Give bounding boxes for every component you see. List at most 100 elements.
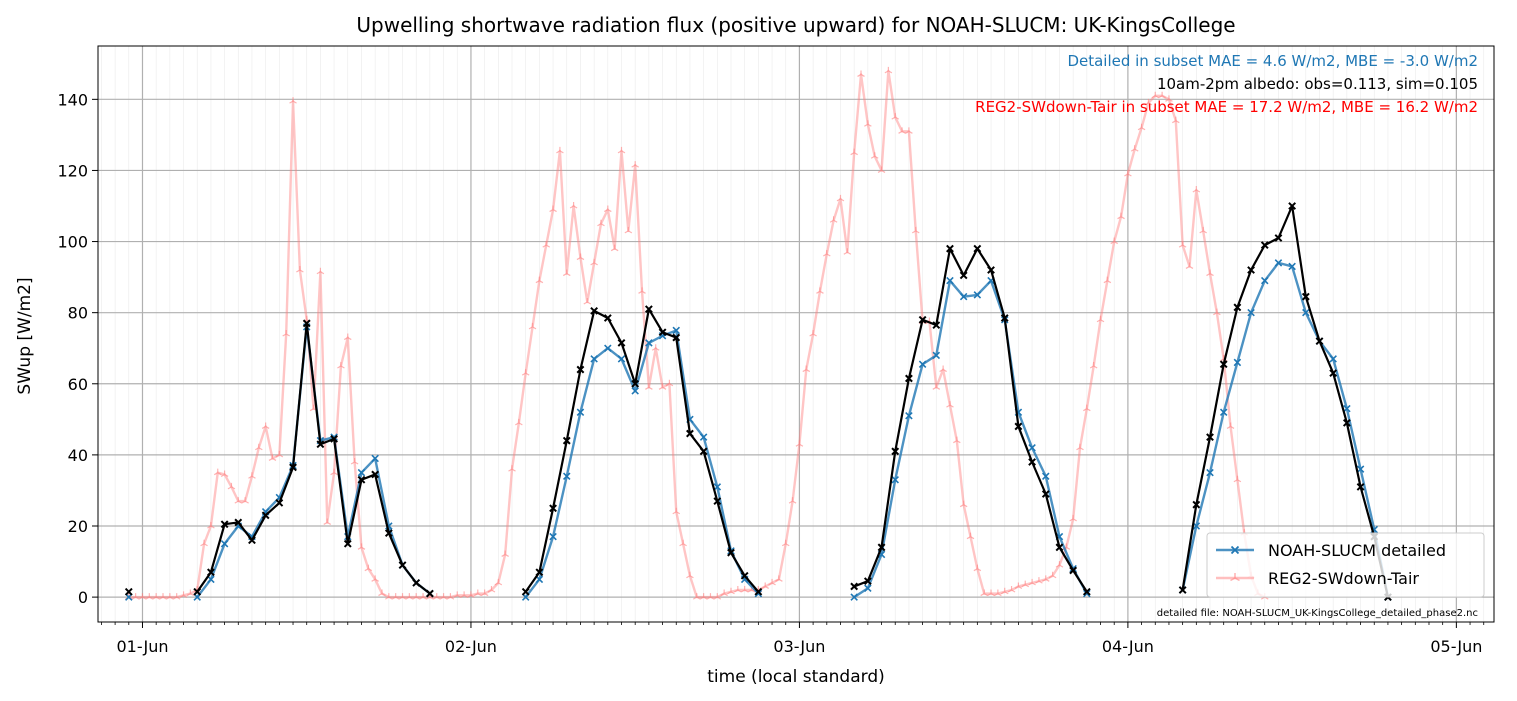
observed-data-point — [1356, 482, 1365, 491]
observed-data-point — [1315, 337, 1324, 346]
observed-data-point — [603, 314, 612, 322]
detailed-data-point — [1219, 408, 1228, 416]
reg2-data-point — [932, 383, 941, 390]
observed-data-point — [576, 365, 585, 374]
reg2-data-point — [371, 575, 379, 582]
observed-data-point — [261, 511, 270, 520]
detailed-data-point — [1274, 259, 1283, 267]
reg2-data-point — [816, 287, 824, 294]
reg2-data-point — [850, 148, 858, 156]
reg2-data-point — [179, 591, 188, 598]
observed-data-point — [905, 374, 913, 383]
reg2-data-point — [1035, 577, 1043, 584]
reg2-data-point — [610, 244, 619, 252]
reg2-data-point — [487, 586, 496, 593]
reg2-data-point — [159, 593, 167, 600]
observed-data-point — [740, 571, 749, 580]
observed-data-point — [220, 520, 229, 529]
observed-series-line — [1181, 204, 1390, 598]
reg2-data-point — [1124, 170, 1132, 177]
observed-data-point — [946, 244, 954, 253]
reg2-data-point — [576, 253, 585, 261]
reg2-data-point — [364, 564, 373, 572]
reg2-data-point — [651, 344, 660, 351]
reg2-data-point — [768, 578, 776, 586]
detailed-data-point — [207, 575, 215, 584]
reg2-data-point — [966, 532, 975, 540]
reg2-data-point — [720, 589, 728, 597]
reg2-data-point — [1165, 95, 1173, 102]
x-tick-label: 02-Jun — [445, 637, 497, 656]
reg2-data-point — [980, 589, 988, 597]
reg2-data-point — [412, 593, 421, 600]
reg2-data-point — [788, 497, 797, 504]
reg2-data-point — [590, 258, 598, 266]
reg2-data-point — [877, 166, 886, 173]
observed-data-point — [713, 497, 722, 506]
annotation-detailed-stats: Detailed in subset MAE = 4.6 W/m2, MBE =… — [1067, 52, 1478, 70]
observed-data-point — [1055, 543, 1064, 552]
observed-series — [124, 202, 1392, 602]
observed-data-point — [1288, 202, 1297, 210]
reg2-data-point — [138, 593, 147, 600]
observed-data-point — [1301, 292, 1310, 301]
reg2-data-point — [166, 593, 174, 600]
reg2-data-point — [1206, 269, 1214, 277]
observed-data-point — [343, 539, 352, 548]
plot-area-frame — [97, 45, 1495, 623]
observed-data-point — [1329, 369, 1338, 378]
reg2-data-point — [145, 593, 154, 600]
y-tick-label: 100 — [57, 233, 88, 252]
observed-data-point — [658, 328, 667, 337]
y-tick-label: 80 — [68, 304, 88, 323]
reg2-data-point — [1192, 186, 1201, 193]
observed-data-point — [289, 463, 297, 472]
reg2-data-point — [131, 593, 140, 600]
reg2-data-point — [1199, 226, 1207, 234]
reg2-data-point — [1028, 578, 1036, 586]
reg2-data-point — [638, 287, 646, 294]
detailed-data-point — [1302, 308, 1310, 317]
detailed-data-point — [672, 326, 681, 335]
observed-data-point — [371, 470, 380, 479]
reg2-data-point — [953, 436, 961, 444]
detailed-data-point — [549, 532, 557, 541]
reg2-data-point — [987, 589, 995, 597]
y-tick-label: 60 — [68, 375, 88, 394]
detailed-data-point — [1028, 444, 1036, 452]
reg2-data-point — [248, 472, 256, 479]
observed-data-point — [302, 319, 311, 328]
reg2-data-point — [809, 330, 817, 337]
observed-data-point — [1041, 490, 1050, 498]
reg2-data-point — [562, 269, 571, 277]
y-tick-label: 40 — [68, 446, 88, 465]
reg2-data-point — [1158, 91, 1166, 99]
reg2-data-point — [658, 383, 667, 390]
reg2-data-point — [220, 470, 229, 477]
detailed-data-point — [371, 454, 379, 463]
detailed-data-point — [946, 276, 954, 285]
y-tick-label: 140 — [57, 90, 88, 109]
legend-label-reg2: REG2-SWdown-Tair — [1268, 569, 1419, 588]
observed-data-point — [973, 244, 982, 253]
reg2-data-point — [398, 593, 407, 600]
observed-data-point — [1206, 433, 1214, 442]
y-tick-label: 20 — [68, 517, 88, 536]
reg2-data-point — [1096, 315, 1105, 323]
reg2-data-point — [679, 539, 687, 547]
reg2-data-point — [898, 127, 906, 134]
reg2-data-point — [1014, 582, 1023, 589]
reg2-data-point — [822, 250, 831, 257]
detailed-data-point — [850, 593, 858, 601]
observed-data-point — [877, 543, 886, 552]
reg2-data-point — [1007, 586, 1016, 593]
observed-data-point — [207, 568, 215, 577]
y-tick-label: 0 — [78, 588, 88, 607]
reg2-data-point — [357, 543, 366, 550]
detailed-data-point — [617, 355, 626, 363]
reg2-data-point — [604, 205, 612, 213]
observed-data-point — [959, 271, 968, 280]
reg2-data-point — [617, 146, 626, 154]
reg2-data-point — [296, 266, 304, 273]
reg2-data-point — [453, 591, 462, 598]
